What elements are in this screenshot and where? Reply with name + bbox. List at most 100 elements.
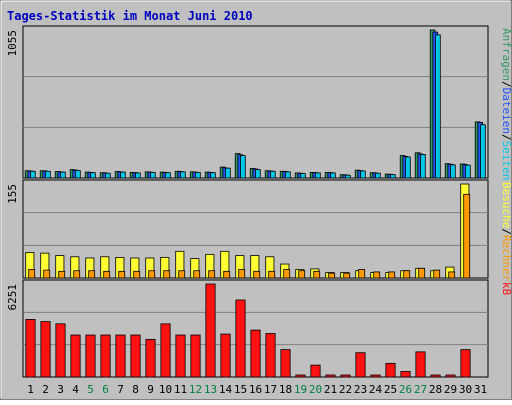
bar-kb-day-16 [250, 329, 261, 378]
bar-kb-day-20 [310, 364, 321, 378]
x-tick-label-day-21: 21 [324, 383, 337, 396]
bar-rechner-day-18 [283, 269, 291, 279]
bar-rechner-day-23 [358, 269, 366, 279]
bar-seiten-day-21 [330, 172, 336, 179]
x-tick-label-day-22: 22 [339, 383, 352, 396]
bar-seiten-day-17 [270, 170, 276, 179]
chart-title: Tages-Statistik im Monat Juni 2010 [7, 9, 253, 23]
x-tick-label-day-6: 6 [102, 383, 109, 396]
bar-seiten-day-24 [375, 172, 381, 179]
legend-entry: Besuche [500, 182, 512, 228]
bar-kb-day-11 [175, 334, 186, 378]
bar-seiten-day-18 [285, 171, 291, 179]
x-tick-label-day-1: 1 [27, 383, 34, 396]
bar-kb-day-3 [55, 323, 66, 378]
x-tick-label-day-15: 15 [234, 383, 247, 396]
bar-kb-day-7 [115, 334, 126, 378]
bar-seiten-day-31 [480, 124, 486, 179]
legend-entry: Rechner [500, 235, 512, 282]
x-tick-label-day-11: 11 [174, 383, 187, 396]
x-tick-label-day-5: 5 [87, 383, 94, 396]
bar-kb-day-22 [340, 374, 351, 378]
bar-kb-day-9 [145, 338, 156, 378]
bar-rechner-day-15 [238, 269, 246, 279]
legend-entry: / [500, 81, 512, 88]
bar-rechner-day-12 [193, 270, 201, 279]
legend-entry: Dateien [500, 88, 512, 134]
bar-rechner-day-8 [133, 270, 141, 279]
bar-rechner-day-27 [418, 267, 426, 279]
bar-kb-day-28 [430, 374, 441, 378]
legend-top: Anfragen/Dateien/Seiten [500, 28, 512, 180]
bar-seiten-day-30 [465, 164, 471, 179]
x-tick-label-day-7: 7 [117, 383, 124, 396]
x-tick-label-day-2: 2 [42, 383, 49, 396]
x-tick-label-day-28: 28 [429, 383, 442, 396]
bar-seiten-day-13 [210, 172, 216, 179]
x-tick-label-day-14: 14 [219, 383, 233, 396]
x-tick-label-day-19: 19 [294, 383, 307, 396]
bar-rechner-day-17 [268, 270, 276, 279]
bar-seiten-day-23 [360, 170, 366, 179]
x-tick-label-day-8: 8 [132, 383, 139, 396]
legend-middle: Besuche/Rechner [500, 182, 512, 282]
bar-kb-day-15 [235, 299, 246, 378]
bar-kb-day-4 [70, 334, 81, 378]
x-tick-label-day-13: 13 [204, 383, 217, 396]
bar-rechner-day-5 [88, 270, 96, 279]
ymax-label-bottom: 6251 [6, 284, 19, 311]
bar-seiten-day-4 [75, 170, 81, 179]
bar-rechner-day-4 [73, 270, 81, 279]
legend-entry: / [500, 228, 512, 235]
bar-kb-day-17 [265, 333, 276, 378]
legend-entry: / [500, 134, 512, 141]
x-tick-label-day-4: 4 [72, 383, 79, 396]
bar-seiten-day-11 [180, 171, 186, 179]
bar-rechner-day-9 [148, 270, 156, 279]
bar-seiten-day-25 [390, 174, 396, 179]
bar-seiten-day-9 [150, 171, 156, 179]
bar-rechner-day-21 [328, 272, 336, 279]
bar-seiten-day-22 [345, 174, 351, 179]
x-tick-label-day-24: 24 [369, 383, 383, 396]
bar-rechner-day-3 [58, 270, 66, 279]
bar-kb-day-6 [100, 334, 111, 378]
x-tick-label-day-10: 10 [159, 383, 172, 396]
bar-rechner-day-30 [463, 193, 471, 279]
bar-kb-day-14 [220, 333, 231, 378]
bar-rechner-day-16 [253, 270, 261, 279]
x-tick-label-day-3: 3 [57, 383, 64, 396]
x-tick-label-day-31: 31 [474, 383, 487, 396]
bar-kb-day-2 [40, 321, 51, 378]
legend-entry: kB [500, 282, 512, 296]
x-tick-label-day-27: 27 [414, 383, 427, 396]
bar-kb-day-12 [190, 334, 201, 378]
x-tick-label-day-30: 30 [459, 383, 472, 396]
bar-rechner-day-24 [373, 271, 381, 279]
bar-kb-day-8 [130, 334, 141, 378]
bar-kb-day-26 [400, 371, 411, 378]
bar-seiten-day-10 [165, 172, 171, 179]
bar-rechner-day-25 [388, 271, 396, 279]
ymax-label-middle: 155 [6, 184, 19, 204]
plot-area-top [22, 25, 489, 179]
legend-entry: Anfragen [500, 28, 512, 81]
bar-seiten-day-12 [195, 171, 201, 179]
bar-seiten-day-28 [435, 34, 441, 179]
bar-kb-day-30 [460, 349, 471, 378]
bar-rechner-day-11 [178, 270, 186, 279]
bar-kb-day-19 [295, 374, 306, 378]
legend-bottom: kB [500, 282, 512, 296]
bar-rechner-day-19 [298, 270, 306, 279]
x-tick-label-day-29: 29 [444, 383, 457, 396]
bar-seiten-day-6 [105, 172, 111, 179]
bar-seiten-day-14 [225, 167, 231, 179]
bar-seiten-day-3 [60, 171, 66, 179]
bar-seiten-day-1 [30, 170, 36, 179]
x-tick-label-day-23: 23 [354, 383, 367, 396]
bar-rechner-day-7 [118, 270, 126, 279]
bar-rechner-day-13 [208, 270, 216, 279]
bar-seiten-day-15 [240, 155, 246, 179]
x-tick-label-day-17: 17 [264, 383, 277, 396]
